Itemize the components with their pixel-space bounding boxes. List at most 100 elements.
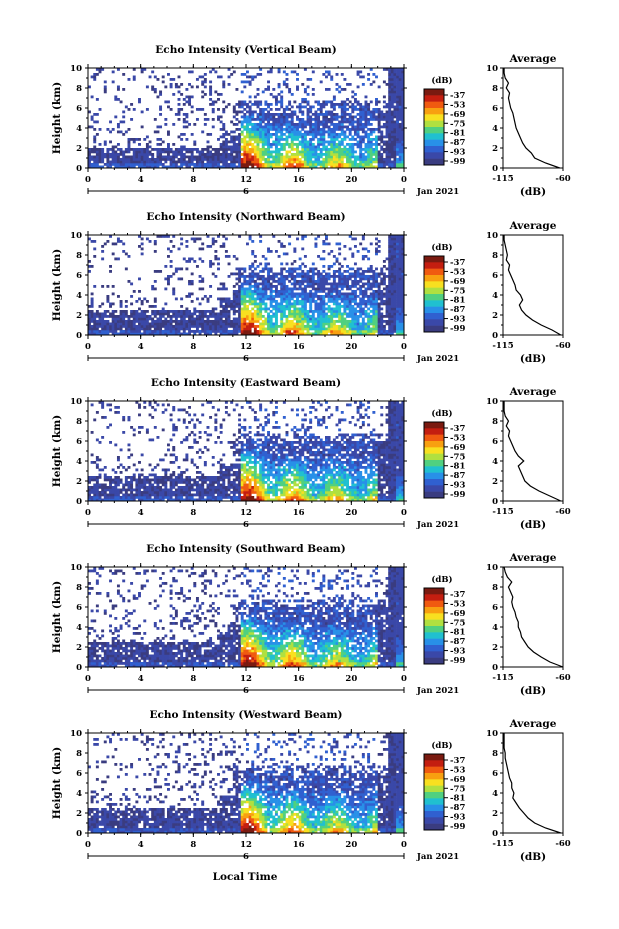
heatmap-cell [122,160,126,164]
heatmap-cell [364,100,368,104]
heatmap-cell [388,310,392,313]
heatmap-cell [235,267,239,271]
heatmap-cell [390,85,394,89]
heatmap-cell [280,290,284,293]
heatmap-cell [340,315,344,318]
heatmap-cell [274,158,278,161]
heatmap-cell [195,330,199,333]
heatmap-cell [272,297,276,301]
heatmap-cell [396,68,400,71]
heatmap-cell [180,165,184,169]
heatmap-cell [367,143,371,146]
heatmap-cell [385,295,389,298]
heatmap-cell [198,320,202,323]
heatmap-cell [232,155,236,159]
heatmap-cell [327,275,331,278]
heatmap-cell [385,307,389,311]
heatmap-cell [248,325,252,328]
heatmap-cell [172,163,176,166]
heatmap-cell [348,300,352,303]
heatmap-cell [301,290,305,293]
heatmap-cell [290,327,294,331]
heatmap-cell [346,158,349,161]
heatmap-cell [343,292,347,296]
heatmap-cell [261,297,265,301]
heatmap-cell [356,270,360,273]
heatmap-cell [280,145,284,149]
heatmap-cell [246,242,249,246]
heatmap-cell [288,130,292,134]
heatmap-cell [396,320,400,323]
heatmap-cell [335,330,339,333]
heatmap-cell [398,332,402,336]
heatmap-cell [367,113,371,116]
heatmap-cell [398,320,402,323]
heatmap-cell [401,252,405,256]
heatmap-cell [388,130,392,134]
heatmap-cell [382,295,386,298]
heatmap-cell [314,295,318,298]
heatmap-cell [280,245,284,248]
heatmap-cell [303,130,307,134]
heatmap-cell [185,160,189,164]
heatmap-cell [390,130,394,134]
heatmap-cell [343,118,347,121]
heatmap-cell [351,305,355,308]
heatmap-cell [274,322,278,326]
heatmap-cell [314,163,318,166]
heatmap-cell [143,320,147,323]
heatmap-cell [335,123,339,126]
heatmap-cell [335,125,339,129]
heatmap-cell [235,150,239,154]
heatmap-cell [393,110,397,114]
heatmap-cell [209,153,213,156]
heatmap-cell [206,330,210,333]
heatmap-cell [364,270,368,273]
heatmap-cell [335,155,339,159]
heatmap-cell [280,305,284,308]
heatmap-cell [267,105,270,109]
heatmap-cell [127,163,131,166]
heatmap-cell [90,240,94,243]
heatmap-cell [90,315,94,318]
heatmap-cell [188,155,191,159]
heatmap-cell [309,292,313,296]
heatmap-cell [222,128,226,131]
heatmap-cell [348,113,352,116]
heatmap-cell [148,163,152,166]
heatmap-cell [293,128,297,131]
heatmap-cell [322,143,326,146]
heatmap-cell [319,290,323,293]
heatmap-cell [209,150,213,154]
heatmap-cell [332,133,336,136]
heatmap-cell [346,295,349,298]
heatmap-cell [325,165,328,169]
heatmap-cell [359,165,363,169]
heatmap-cell [288,267,292,271]
heatmap-cell [88,265,91,268]
heatmap-cell [261,302,265,306]
heatmap-cell [298,310,302,313]
heatmap-cell [293,295,297,298]
heatmap-cell [396,110,400,114]
heatmap-cell [396,330,400,333]
heatmap-cell [219,302,223,306]
heatmap-cell [127,322,131,326]
heatmap-cell [235,320,239,323]
heatmap-cell [267,85,270,89]
heatmap-cell [261,133,265,136]
heatmap-cell [135,155,139,159]
profile-y-tick-label: 4 [492,124,498,134]
heatmap-cell [388,332,392,336]
heatmap-cell [369,138,373,141]
colorbar-level: -81 [450,296,465,306]
heatmap-cell [364,155,368,159]
heatmap-cell [116,125,120,129]
heatmap-cell [301,105,305,109]
heatmap-cell [319,80,323,84]
heatmap-cell [256,310,260,313]
heatmap-cell [298,103,302,106]
heatmap-cell [272,332,276,336]
heatmap-cell [209,90,213,94]
